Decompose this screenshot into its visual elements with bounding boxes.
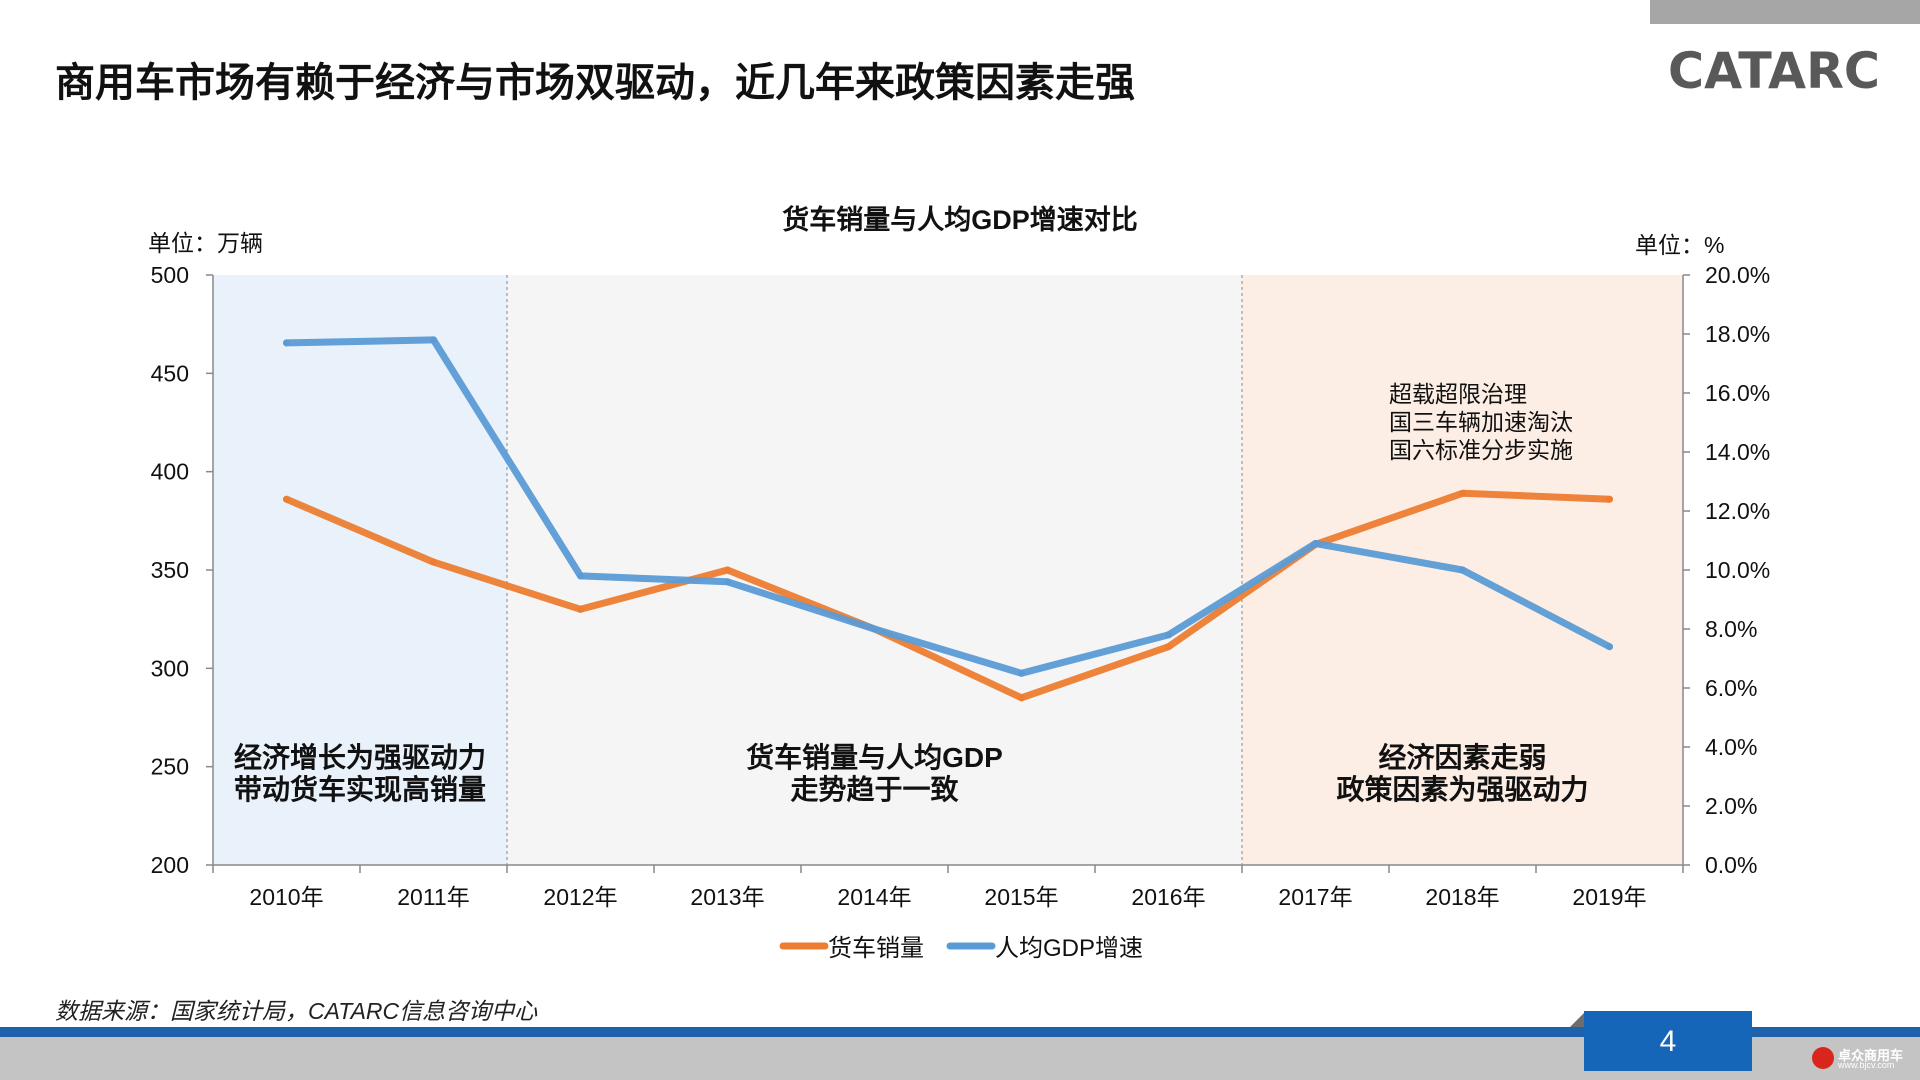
left-tick-label: 450 [151, 360, 189, 386]
x-tick-label: 2018年 [1425, 884, 1499, 910]
watermark-name: 卓众商用车 [1838, 1048, 1904, 1063]
region-label-3: 经济因素走弱 [1378, 741, 1546, 773]
watermark-logo-icon [1812, 1047, 1834, 1069]
x-tick-label: 2014年 [837, 884, 911, 910]
policy-annotation: 国三车辆加速淘汰 [1389, 409, 1573, 435]
series-2-point [577, 572, 584, 580]
series-2-point [430, 336, 437, 344]
series-2-point [1312, 539, 1319, 547]
x-tick-label: 2012年 [543, 884, 617, 910]
slide-title: 商用车市场有赖于经济与市场双驱动，近几年来政策因素走强 [55, 61, 1135, 105]
right-tick-label: 20.0% [1705, 262, 1770, 288]
line-chart: 200 250 300 350 400 450 500 0.0% 2.0% 4.0% 6.0% 8.0… [151, 262, 1771, 962]
right-tick-label: 2.0% [1705, 793, 1757, 819]
series-1-point [577, 605, 584, 613]
series-2-point [871, 625, 878, 633]
series-1-point [283, 495, 290, 503]
left-tick-label: 350 [151, 557, 189, 583]
right-tick-label: 6.0% [1705, 675, 1757, 701]
x-tick-label: 2011年 [397, 884, 469, 910]
series-2-point [1459, 566, 1466, 574]
series-2-point [1606, 643, 1613, 651]
watermark-url: www.bjcv.com [1838, 1060, 1895, 1070]
x-tick-label: 2016年 [1131, 884, 1205, 910]
policy-annotation: 超载超限治理 [1389, 381, 1527, 407]
left-tick-label: 500 [151, 262, 189, 288]
right-axis-unit: 单位：% [1635, 232, 1725, 258]
catarc-logo: CATARC [1668, 42, 1880, 98]
series-2-point [1018, 669, 1025, 677]
chart-title: 货车销量与人均GDP增速对比 [782, 205, 1138, 235]
left-tick-label: 250 [151, 754, 189, 780]
x-tick-label: 2013年 [690, 884, 764, 910]
region-background-2 [507, 275, 1242, 865]
series-1-point [1018, 694, 1025, 702]
svg-text:CATARC: CATARC [1668, 42, 1880, 98]
region-label-2: 走势趋于一致 [790, 774, 959, 805]
series-line-2 [283, 336, 1613, 677]
region-label-3: 政策因素为强驱动力 [1336, 773, 1588, 805]
right-tick-label: 10.0% [1705, 557, 1770, 583]
series-2-point [724, 578, 731, 586]
right-tick-label: 14.0% [1705, 439, 1770, 465]
series-1-point [1165, 643, 1172, 651]
left-tick-label: 200 [151, 852, 189, 878]
series-line-1 [283, 489, 1613, 702]
right-tick-label: 8.0% [1705, 616, 1757, 642]
x-tick-label: 2019年 [1572, 884, 1646, 910]
region-label-1: 带动货车实现高销量 [234, 773, 486, 805]
series-1-point [430, 558, 437, 566]
legend-label-2: 人均GDP增速 [995, 935, 1143, 962]
left-tick-label: 300 [151, 655, 189, 681]
page-number: 4 [1584, 1011, 1752, 1071]
watermark: 卓众商用车 www.bjcv.com [1808, 1043, 1912, 1073]
right-tick-label: 18.0% [1705, 321, 1770, 347]
series-1-point [1606, 495, 1613, 503]
series-2-point [1165, 631, 1172, 639]
x-tick-label: 2017年 [1278, 884, 1352, 910]
x-tick-label: 2015年 [984, 884, 1058, 910]
series-2-point [283, 339, 290, 347]
right-tick-label: 16.0% [1705, 380, 1770, 406]
right-tick-label: 0.0% [1705, 852, 1757, 878]
region-label-1: 经济增长为强驱动力 [234, 741, 486, 773]
region-label-2: 货车销量与人均GDP [746, 741, 1003, 773]
right-tick-label: 4.0% [1705, 734, 1757, 760]
series-1-point [724, 566, 731, 574]
left-tick-label: 400 [151, 459, 189, 485]
page-tab-shadow [1570, 1011, 1586, 1027]
policy-annotation: 国六标准分步实施 [1389, 437, 1573, 463]
footer-blue-strip [0, 1027, 1920, 1037]
top-decor-bar [1650, 0, 1920, 24]
right-tick-label: 12.0% [1705, 498, 1770, 524]
data-source-note: 数据来源：国家统计局，CATARC信息咨询中心 [55, 998, 538, 1024]
x-tick-label: 2010年 [249, 884, 323, 910]
series-1-point [1459, 489, 1466, 497]
legend-label-1: 货车销量 [828, 935, 924, 962]
left-axis-unit: 单位：万辆 [148, 230, 263, 256]
